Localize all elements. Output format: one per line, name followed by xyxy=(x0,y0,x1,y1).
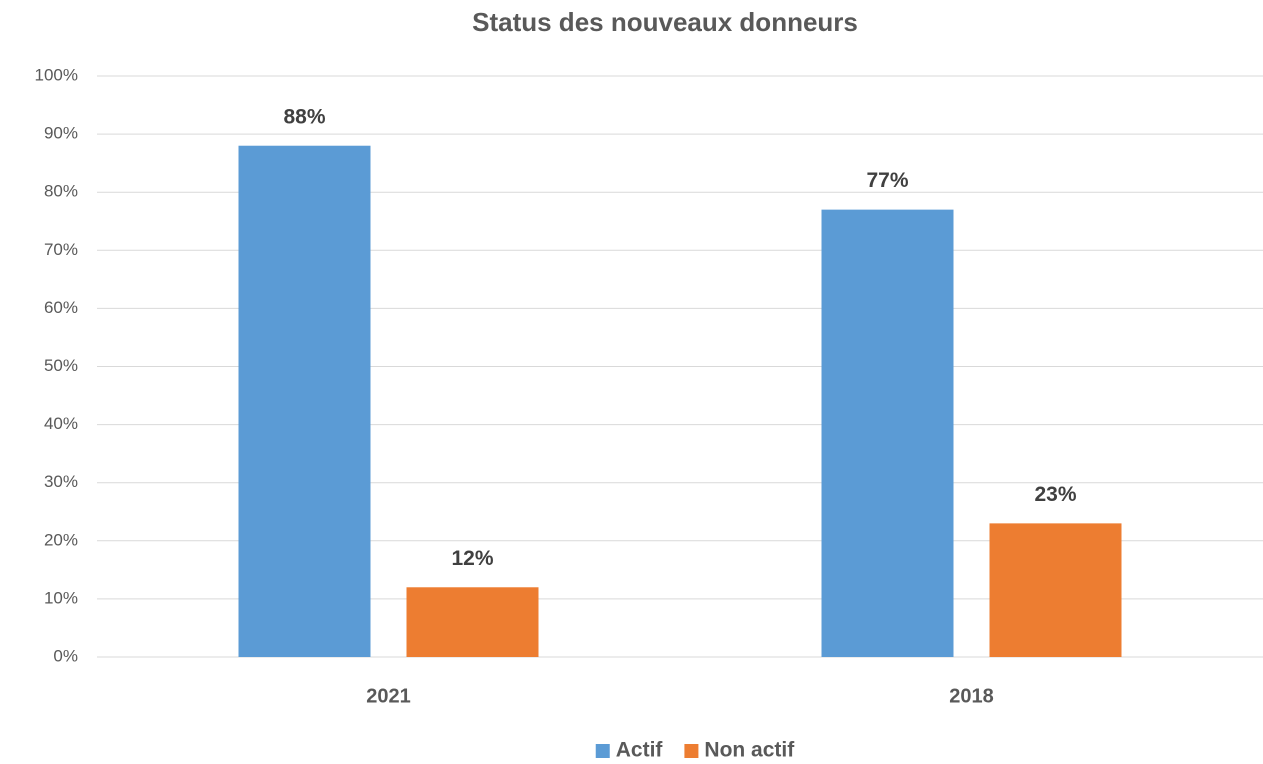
bar xyxy=(406,587,539,657)
bar xyxy=(238,145,371,657)
data-label: 88% xyxy=(283,105,325,128)
y-tick-label: 80% xyxy=(44,182,78,201)
y-tick-label: 40% xyxy=(44,414,78,433)
y-tick-label: 50% xyxy=(44,356,78,375)
data-label: 77% xyxy=(866,169,908,192)
y-tick-label: 0% xyxy=(53,646,78,665)
bar xyxy=(821,209,954,657)
x-tick-label: 2021 xyxy=(366,685,411,707)
y-tick-label: 60% xyxy=(44,298,78,317)
data-label: 12% xyxy=(451,547,493,570)
data-label: 23% xyxy=(1034,483,1076,506)
y-tick-label: 10% xyxy=(44,588,78,607)
legend-label: Non actif xyxy=(704,739,795,762)
legend-swatch xyxy=(684,744,699,758)
y-tick-label: 20% xyxy=(44,530,78,549)
legend-label: Actif xyxy=(616,739,664,762)
y-tick-label: 30% xyxy=(44,472,78,491)
y-tick-label: 100% xyxy=(35,65,78,84)
legend-swatch xyxy=(595,744,610,758)
y-tick-label: 70% xyxy=(44,240,78,259)
chart-title: Status des nouveaux donneurs xyxy=(472,7,858,37)
y-tick-label: 90% xyxy=(44,124,78,143)
x-tick-label: 2018 xyxy=(949,685,994,707)
bar xyxy=(989,523,1122,657)
